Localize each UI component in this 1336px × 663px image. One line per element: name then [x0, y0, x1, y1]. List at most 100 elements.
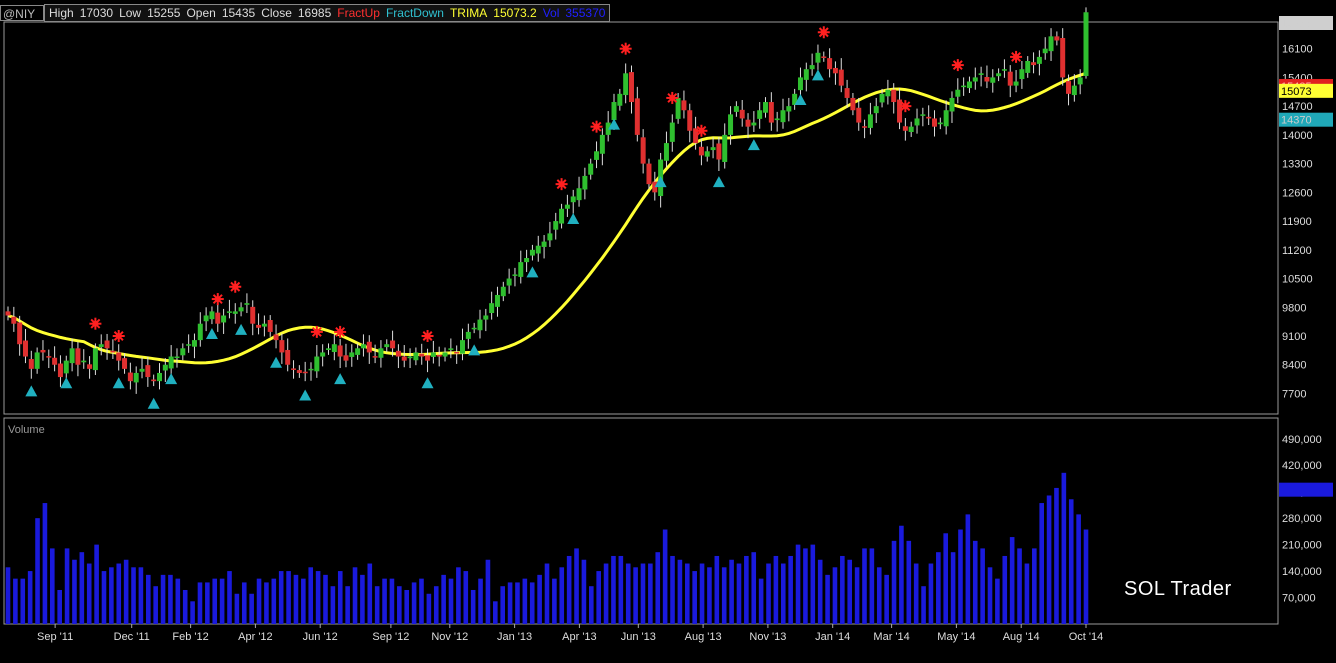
volume-bar [921, 586, 926, 624]
candle-body [384, 344, 390, 348]
volume-bar [109, 567, 114, 624]
fractal-down-marker [526, 266, 539, 278]
volume-bar [529, 582, 535, 624]
candle-body [961, 85, 967, 88]
fractal-up-dot [424, 333, 431, 340]
fractal-down-marker [270, 356, 283, 368]
fractal-up-dot [337, 328, 344, 335]
fractal-down-marker [747, 139, 760, 151]
candle-body [891, 89, 897, 103]
close-label: Close [261, 6, 292, 20]
candle-body [966, 81, 972, 89]
volume-bar [315, 571, 321, 624]
candle-body [885, 89, 891, 97]
vol-value: 355370 [565, 6, 606, 20]
candle-body [1077, 77, 1083, 85]
fractal-down-marker [468, 344, 481, 356]
volume-bar [1002, 555, 1008, 624]
price-tag-last [1279, 16, 1333, 30]
fractal-down-marker [421, 377, 434, 389]
candle-body [902, 126, 908, 131]
candle-body [797, 77, 803, 91]
fractal-down-marker [794, 93, 807, 105]
volume-bar [345, 586, 350, 624]
candle-body [943, 110, 949, 127]
price-tick-label: 16100 [1282, 44, 1313, 56]
volume-tick-label: 210,000 [1282, 540, 1322, 552]
volume-bar [987, 567, 993, 624]
volume-bar [448, 578, 454, 624]
candle-body [442, 352, 448, 357]
candle-body [232, 311, 238, 314]
candle-body [81, 360, 87, 363]
volume-bar [707, 567, 712, 624]
candle-body [792, 93, 798, 105]
candle-body [325, 348, 331, 350]
volume-bar [27, 571, 33, 624]
candle-body [879, 93, 885, 103]
volume-bar [79, 552, 85, 624]
candle-body [512, 274, 518, 276]
candle-body [180, 348, 186, 356]
price-tag-trima [1279, 83, 1333, 98]
volume-bar [670, 555, 675, 624]
volume-bar [86, 563, 92, 624]
vol-label: Vol [542, 6, 560, 20]
volume-tick-label: 70,000 [1282, 593, 1316, 605]
candle-body [1048, 36, 1054, 52]
candle-body [640, 137, 646, 164]
candle-body [250, 306, 256, 324]
volume-bar [13, 578, 18, 624]
candle-body [506, 278, 512, 286]
candle-body [529, 249, 535, 256]
candle-body [617, 93, 623, 106]
volume-bar [64, 548, 70, 624]
candle-body [151, 379, 157, 382]
candle-body [553, 221, 559, 230]
volume-bar [397, 586, 402, 624]
fractal-up-marker [112, 330, 125, 343]
candle-body [908, 126, 914, 133]
volume-bar [965, 514, 971, 624]
fractal-down-marker [112, 377, 125, 389]
candle-body [75, 348, 81, 365]
fractal-up-dot [313, 328, 320, 335]
trima-value: 15073.2 [493, 6, 537, 20]
volume-bar [301, 578, 306, 624]
candle-body [343, 355, 349, 361]
volume-bar [854, 567, 860, 624]
candle-body [914, 118, 920, 126]
volume-bar [876, 567, 882, 624]
volume-bar [190, 601, 195, 624]
volume-bar [581, 559, 587, 624]
volume-bar [972, 540, 978, 624]
candle-body [17, 322, 23, 345]
fractal-down-marker [165, 373, 178, 385]
x-tick-label: Aug '14 [1003, 631, 1040, 643]
volume-bar [175, 578, 181, 624]
candle-body [681, 100, 687, 111]
candle-body [483, 315, 489, 320]
fractal-up-dot [669, 94, 676, 101]
volume-bar [684, 563, 690, 624]
candle-body [419, 353, 425, 357]
volume-bar [367, 563, 373, 624]
fractal-up-dot [698, 127, 705, 134]
candle-body [28, 358, 34, 369]
x-tick-label: Oct '14 [1069, 631, 1104, 643]
volume-bar [404, 589, 410, 624]
candle-body [786, 106, 792, 112]
volume-bar [1083, 529, 1089, 624]
candle-body [430, 352, 436, 357]
fractal-down-marker [147, 397, 160, 409]
candle-body [302, 371, 308, 374]
symbol-box[interactable]: @NIY [0, 5, 44, 21]
volume-bar [625, 563, 631, 624]
candle-body [110, 350, 116, 353]
candle-body [862, 126, 868, 128]
candle-body [588, 163, 594, 175]
candle-body [1019, 69, 1025, 80]
candle-body [809, 65, 815, 70]
x-tick-label: Sep '11 [37, 631, 73, 643]
